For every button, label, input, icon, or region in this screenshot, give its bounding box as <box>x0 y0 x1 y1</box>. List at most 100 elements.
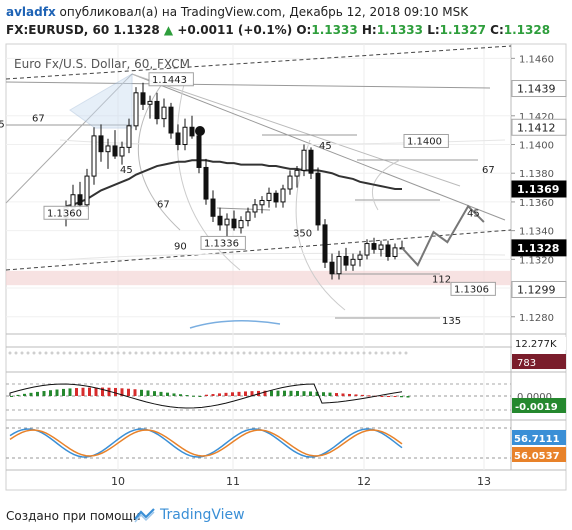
volume-dot <box>308 351 312 355</box>
candle-body <box>336 255 342 275</box>
price-label-box <box>511 239 567 257</box>
volume-dot <box>164 351 168 355</box>
price-tick-label: 1.1400 <box>519 140 554 151</box>
moving-average-line <box>65 159 402 208</box>
volume-dot <box>86 351 90 355</box>
volume-dot <box>26 351 30 355</box>
volume-dot <box>350 351 354 355</box>
candle-body <box>308 149 314 174</box>
candle <box>168 102 174 139</box>
volume-dot <box>278 351 282 355</box>
candle-body <box>266 192 272 201</box>
candle-body <box>196 135 202 168</box>
volume-high-box <box>512 337 566 350</box>
volume-dot <box>158 351 162 355</box>
footer: Создано при помощи TradingView <box>0 500 572 530</box>
macd-histogram-bar <box>400 396 403 398</box>
macd-histogram-bar <box>283 390 286 396</box>
low-label: L: <box>427 23 440 37</box>
candle-body <box>147 100 153 105</box>
candle <box>329 253 335 280</box>
time-tick-label: 10 <box>111 475 125 488</box>
volume-dot <box>134 351 138 355</box>
annotation-label: 67 <box>482 165 495 176</box>
macd-value-label: -0.0019 <box>515 402 558 413</box>
candle-body <box>245 211 251 222</box>
price-tick-label: 1.1340 <box>519 227 554 238</box>
macd-histogram-bar <box>107 387 111 396</box>
candle <box>112 130 118 159</box>
time-tick-label: 12 <box>357 475 371 488</box>
volume-dot <box>332 351 336 355</box>
up-arrow-icon: ▲ <box>163 23 174 37</box>
macd-histogram-bar <box>94 387 98 396</box>
volume-dot <box>74 351 78 355</box>
macd-histogram-bar <box>354 394 358 396</box>
volume-dot <box>338 351 342 355</box>
candle-body <box>252 204 258 213</box>
price-label: 1.1439 <box>517 83 556 96</box>
candle <box>273 190 279 208</box>
volume-dot <box>314 351 318 355</box>
publish-text: опубликовал(а) на TradingView.com, Декаб… <box>59 5 469 19</box>
drawing-tools <box>5 45 512 329</box>
volume-dot <box>176 351 180 355</box>
candles <box>63 82 405 280</box>
candle <box>350 253 356 271</box>
volume-dot <box>230 351 234 355</box>
horizontal-level-line <box>5 81 491 89</box>
volume-dot <box>20 351 24 355</box>
volume-dot <box>212 351 216 355</box>
open-value: 1.1333 <box>311 23 358 37</box>
candle-body <box>189 126 195 137</box>
volume-dot <box>356 351 360 355</box>
candle-body <box>112 145 118 157</box>
chart-canvas[interactable]: 1.14431.14001,13591,13071,12801.13601.13… <box>0 0 572 500</box>
candle-body <box>119 146 125 157</box>
macd-histogram-bar <box>185 395 189 397</box>
candle <box>133 87 139 131</box>
macd-histogram-bar <box>296 390 299 396</box>
macd-histogram-bar <box>55 389 59 396</box>
volume-dot <box>398 351 402 355</box>
candle-body <box>343 255 349 266</box>
high-label: H: <box>361 23 377 37</box>
volume-dot <box>224 351 228 355</box>
macd-histogram-bar <box>133 389 137 396</box>
chart-header: avladfx опубликовал(а) на TradingView.co… <box>0 0 572 44</box>
annotation-label: 1.1400 <box>407 136 442 147</box>
macd-histogram-bar <box>244 391 247 396</box>
author-link[interactable]: avladfx <box>6 5 56 19</box>
price-tick-label: 1.1460 <box>519 54 554 65</box>
candle <box>245 207 251 227</box>
volume-dot <box>182 351 186 355</box>
macd-histogram-bar <box>166 392 169 396</box>
fan-arc <box>371 159 401 211</box>
candle <box>119 141 125 165</box>
candle-body <box>161 106 167 120</box>
annotation-box <box>43 205 89 220</box>
candle-body <box>315 172 321 226</box>
candle-body <box>322 224 328 263</box>
price-label-box <box>511 280 567 298</box>
annotation-label: 67 <box>157 200 170 211</box>
stoch-d-label: 56.0537 <box>514 451 560 462</box>
candle <box>140 82 146 111</box>
volume-dot <box>374 351 378 355</box>
price-axis: 1.1460 1.1420 1.1400 1.1380 1.1360 1.1340 1.13… <box>511 54 567 324</box>
stoch-k-box <box>512 430 566 445</box>
candle-body <box>301 149 307 171</box>
macd-zero-label: 0.0000 <box>517 392 552 403</box>
macd-histogram-bar <box>10 396 13 397</box>
tradingview-name: TradingView <box>160 507 245 523</box>
candle <box>280 184 286 208</box>
candle-body <box>84 175 90 206</box>
tradingview-brand[interactable]: TradingView <box>134 504 245 526</box>
annotation-label: 45 <box>120 165 133 176</box>
candle <box>154 92 160 125</box>
change-value: +0.0011 (+0.1%) <box>177 23 293 37</box>
candle-body <box>91 135 97 177</box>
price-tick-label: 1.1420 <box>519 112 554 123</box>
annotations: 1.14431.14001,13591,13071,12801.13601.13… <box>0 72 496 327</box>
stoch-k-label: 56.7111 <box>514 434 560 445</box>
